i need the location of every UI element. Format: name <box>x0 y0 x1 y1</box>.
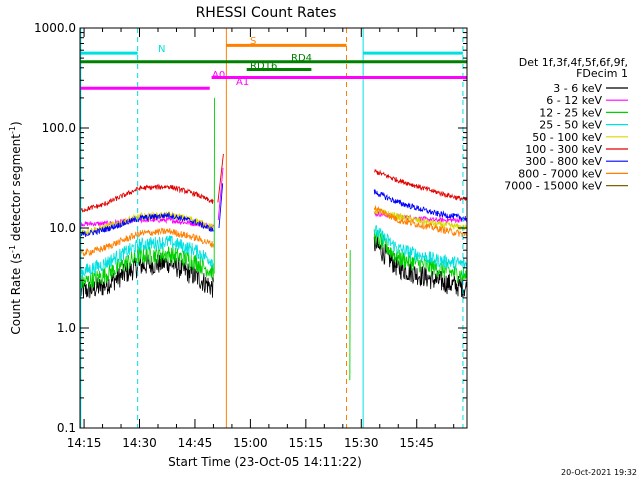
night-label: N <box>158 44 165 55</box>
series-line-1-segment-2 <box>373 211 467 224</box>
y-axis-label-sup: -1 <box>8 245 17 253</box>
y-tick-label: 0.1 <box>57 421 76 435</box>
series-12to25keV <box>80 229 467 289</box>
x-axis-label: Start Time (23-Oct-05 14:11:22) <box>168 455 362 469</box>
y-axis-label-tail: detector segment <box>9 134 23 245</box>
annotation-layer: N S RD4 RD16 A0 A1 <box>80 28 467 428</box>
series-line-3-segment-1 <box>80 235 214 280</box>
series-line-2-segment-2 <box>373 229 467 284</box>
x-tick-labels: 14:15 14:30 14:45 15:00 15:15 15:30 15:45 <box>67 436 434 450</box>
series-line-7-segment-2 <box>373 205 467 238</box>
y-tick-label: 100.0 <box>42 121 76 135</box>
series-6to12keV <box>80 211 467 229</box>
y-axis-label-sup2: -1 <box>8 126 17 134</box>
y-axis-label-main: Count Rate (s <box>9 253 23 335</box>
series-25to50keV <box>80 225 467 280</box>
x-tick-label: 14:45 <box>178 436 213 450</box>
series-line-0-segment-2 <box>373 235 467 299</box>
y-tick-label: 1000.0 <box>34 21 76 35</box>
series-line-3-segment-2 <box>373 225 467 270</box>
y-tick-labels: 1000.0 100.0 10.0 1.0 0.1 <box>34 21 76 435</box>
y-axis-label: Count Rate (s-1 detector segment-1) <box>8 121 23 334</box>
x-tick-label: 15:00 <box>233 436 268 450</box>
x-tick-label: 15:30 <box>344 436 379 450</box>
legend-label: 100 - 300 keV <box>525 143 602 156</box>
series-line-6-segment-2 <box>373 189 467 221</box>
legend: Det 1f,3f,4f,5f,6f,9f, FDecim 1 3 - 6 ke… <box>504 56 628 193</box>
data-layer <box>80 97 467 381</box>
a1-label: A1 <box>236 77 249 88</box>
series-300to800keV <box>80 189 467 237</box>
render-timestamp: 20-Oct-2021 19:32 <box>561 468 637 477</box>
legend-label: 12 - 25 keV <box>539 106 602 119</box>
y-axis-label-close: ) <box>9 121 23 126</box>
rd4-label: RD4 <box>291 53 312 64</box>
chart-title: RHESSI Count Rates <box>196 5 337 21</box>
series-3to6keV <box>80 235 467 299</box>
x-tick-label: 14:30 <box>122 436 157 450</box>
series-line-6-segment-1 <box>80 212 214 237</box>
y-tick-label: 10.0 <box>49 221 76 235</box>
series-100to300keV <box>80 168 467 213</box>
legend-label: 7000 - 15000 keV <box>504 180 602 193</box>
legend-label: 6 - 12 keV <box>546 94 602 107</box>
series-line-5-segment-1 <box>80 183 214 213</box>
flare-rise-2 <box>217 167 224 221</box>
rd16-label: RD16 <box>250 61 277 72</box>
y-tick-label: 1.0 <box>57 321 76 335</box>
x-tick-label: 15:45 <box>399 436 434 450</box>
series-line-7-segment-1 <box>80 227 214 257</box>
series-line-2-segment-1 <box>80 246 214 289</box>
x-tick-label: 14:15 <box>67 436 102 450</box>
legend-label: 25 - 50 keV <box>539 119 602 132</box>
series-800to7000keV <box>80 205 467 257</box>
legend-header-1: Det 1f,3f,4f,5f,6f,9f, <box>519 56 628 69</box>
legend-label: 800 - 7000 keV <box>518 167 602 180</box>
series-line-1-segment-1 <box>80 216 214 229</box>
saa-label: S <box>250 36 256 47</box>
legend-header-2: FDecim 1 <box>576 67 628 80</box>
flare-rise-3 <box>218 183 224 229</box>
flare-rise-1 <box>217 153 224 203</box>
legend-label: 50 - 100 keV <box>532 131 602 144</box>
axis-ticks <box>80 27 467 429</box>
legend-label: 3 - 6 keV <box>553 82 602 95</box>
a0-label: A0 <box>212 70 225 81</box>
series-line-4-segment-2 <box>373 207 467 231</box>
x-tick-label: 15:15 <box>289 436 324 450</box>
series-line-5-segment-2 <box>374 168 467 201</box>
legend-label: 300 - 800 keV <box>525 155 602 168</box>
